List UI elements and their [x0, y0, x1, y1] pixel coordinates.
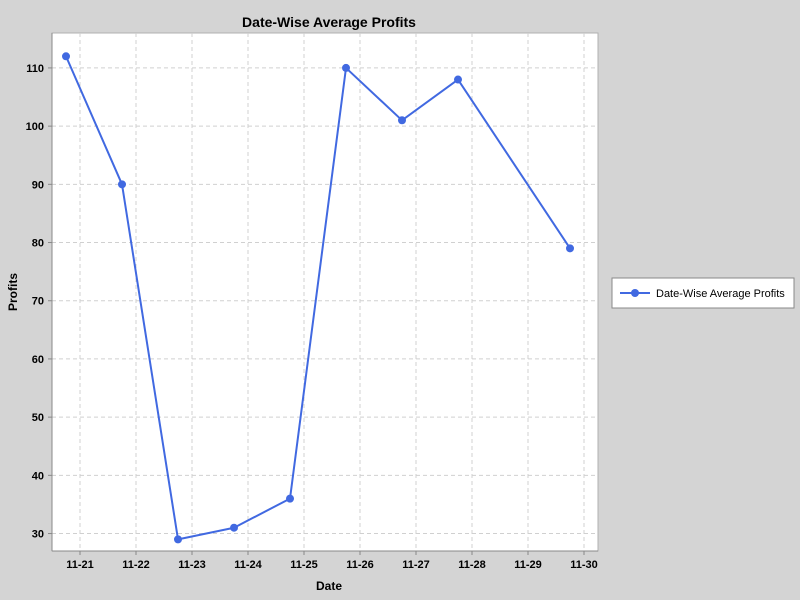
y-tick-label: 40 — [32, 470, 44, 482]
series-layer — [62, 52, 574, 544]
x-tick-label: 11-21 — [66, 559, 94, 571]
x-axis: 11-21 11-22 11-23 11-24 11-25 11-26 11-27 11-28… — [66, 551, 598, 571]
y-tick-label: 90 — [32, 179, 44, 191]
x-tick-label: 11-22 — [122, 559, 150, 571]
chart-title: Date-Wise Average Profits — [242, 14, 416, 30]
data-point — [342, 63, 350, 72]
data-point — [62, 52, 70, 61]
y-tick-label: 70 — [32, 296, 44, 308]
y-tick-label: 110 — [26, 63, 44, 75]
y-tick-label: 100 — [26, 121, 44, 133]
x-tick-label: 11-29 — [514, 559, 542, 571]
plot-area — [51, 32, 599, 552]
y-axis-label: Profits — [6, 273, 20, 311]
y-axis: 30 40 50 60 70 80 90 100 110 — [26, 63, 52, 541]
y-tick-label: 80 — [32, 238, 44, 250]
y-tick-label: 30 — [32, 529, 44, 541]
data-point — [566, 244, 574, 253]
grid-lines — [52, 33, 598, 551]
data-point — [118, 180, 126, 189]
x-tick-label: 11-27 — [402, 559, 430, 571]
x-tick-label: 11-24 — [234, 559, 262, 571]
data-point — [286, 494, 294, 503]
x-tick-label: 11-23 — [178, 559, 206, 571]
data-point — [174, 535, 182, 544]
x-tick-label: 11-28 — [458, 559, 486, 571]
data-point — [230, 523, 238, 532]
legend-marker — [631, 289, 639, 297]
legend-label: Date-Wise Average Profits — [656, 288, 785, 300]
data-point — [398, 116, 406, 125]
x-tick-label: 11-25 — [290, 559, 318, 571]
y-tick-label: 50 — [32, 412, 44, 424]
x-tick-label: 11-26 — [346, 559, 374, 571]
data-point — [454, 75, 462, 84]
y-tick-label: 60 — [32, 354, 44, 366]
x-tick-label: 11-30 — [570, 559, 598, 571]
x-axis-label: Date — [316, 579, 342, 593]
legend: Date-Wise Average Profits — [611, 277, 795, 309]
